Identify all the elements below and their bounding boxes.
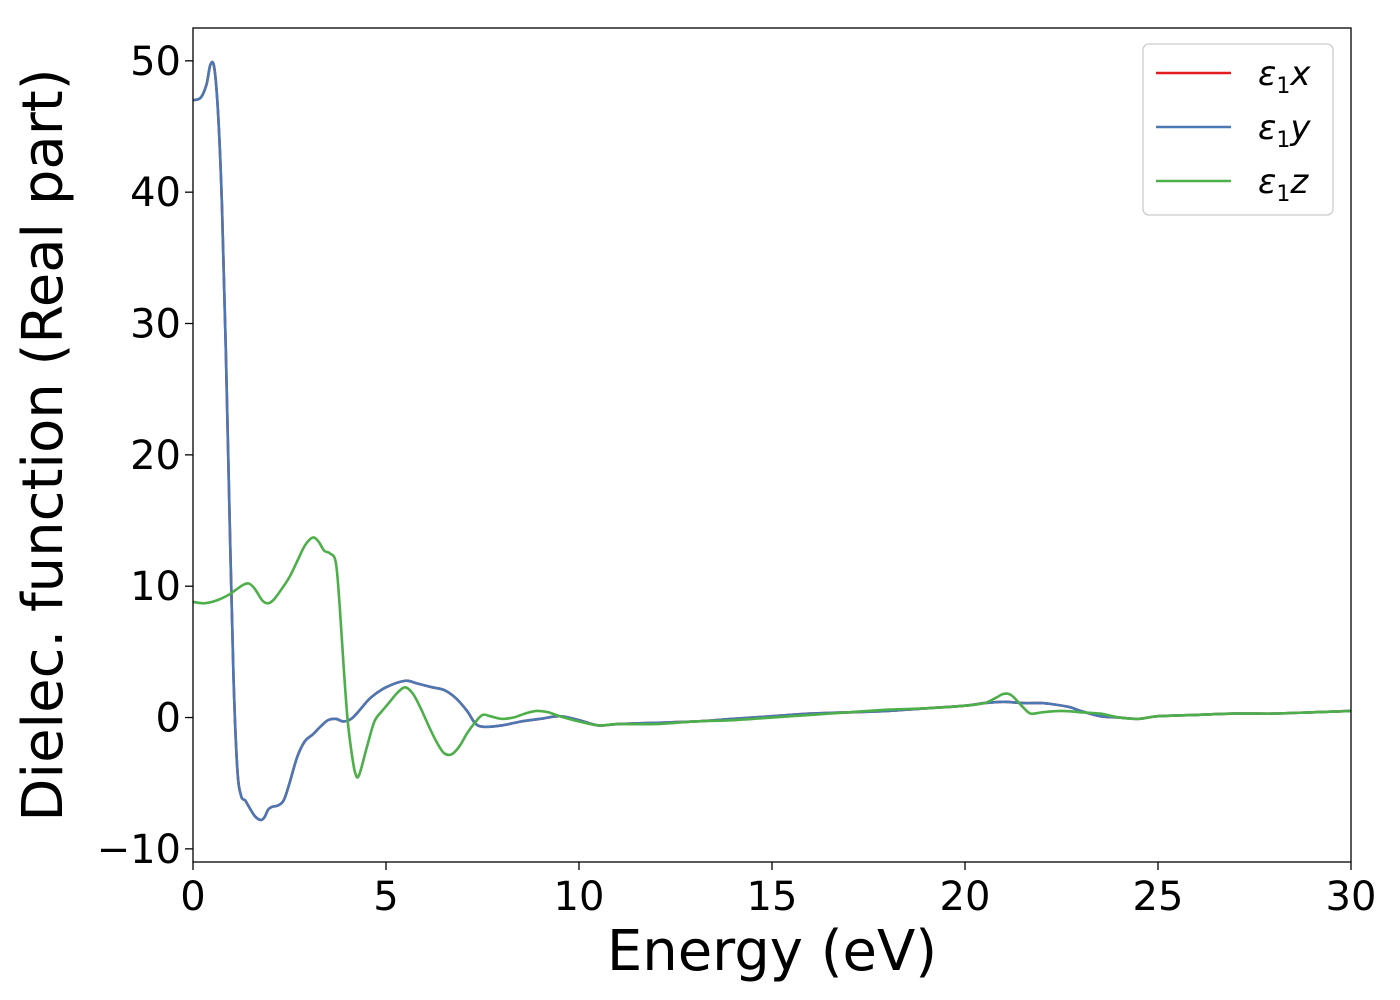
y-axis: −10 0 10 20 30 40 50: [97, 39, 193, 873]
series-line-y: [193, 60, 1351, 822]
legend-label-y: ε1y: [1258, 108, 1311, 153]
x-tick-label: 5: [373, 874, 398, 920]
x-axis-label: Energy (eV): [607, 919, 937, 984]
x-axis: 0 5 10 15 20 25 30: [180, 862, 1376, 920]
y-tick-label: 40: [130, 170, 181, 216]
x-tick-label: 20: [940, 874, 991, 920]
legend-label-x: ε1x: [1258, 54, 1311, 99]
x-tick-label: 30: [1326, 874, 1377, 920]
x-tick-label: 15: [747, 874, 798, 920]
y-axis-label: Dielec. function (Real part): [11, 68, 76, 821]
x-tick-label: 25: [1133, 874, 1184, 920]
y-tick-label: 10: [130, 564, 181, 610]
legend-label-z: ε1z: [1258, 162, 1309, 207]
x-tick-label: 0: [180, 874, 205, 920]
y-tick-label: −10: [97, 827, 181, 873]
y-tick-label: 20: [130, 433, 181, 479]
legend: ε1x ε1y ε1z: [1142, 43, 1334, 216]
legend-box: [1142, 43, 1334, 216]
y-tick-label: 30: [130, 302, 181, 348]
series-layer: [193, 60, 1351, 822]
y-tick-label: 0: [156, 696, 181, 742]
y-tick-label: 50: [130, 39, 181, 85]
x-tick-label: 10: [554, 874, 605, 920]
series-line-z: [193, 536, 1351, 779]
